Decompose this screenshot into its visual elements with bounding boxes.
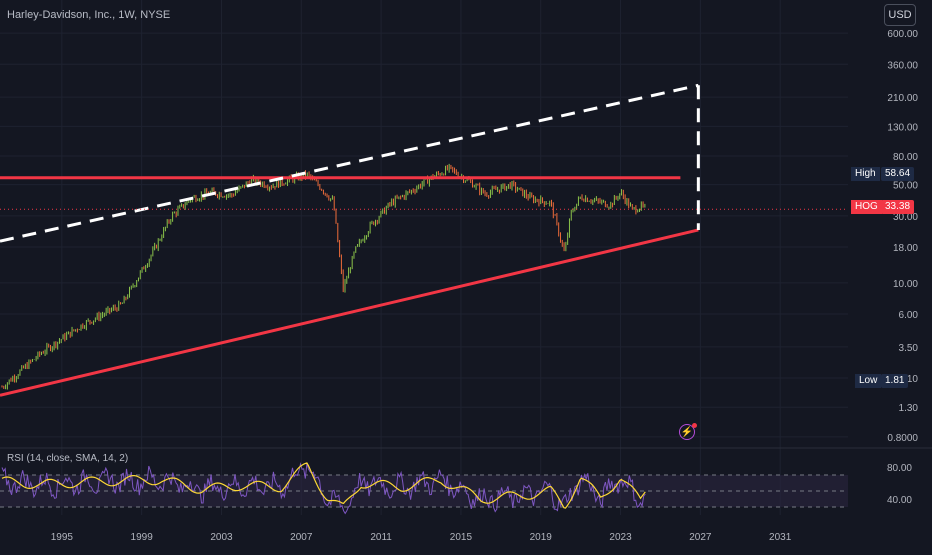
- last-label: HOG: [851, 200, 882, 214]
- x-tick-label: 2015: [450, 532, 473, 543]
- white-projection-line: [0, 83, 699, 243]
- y-tick-label: 30.00: [893, 212, 918, 223]
- high-value: 58.64: [881, 167, 915, 181]
- y-tick-label: 50.00: [893, 181, 918, 192]
- y-tick-label: 210.00: [887, 93, 918, 104]
- x-tick-label: 2019: [530, 532, 553, 543]
- x-tick-label: 1995: [51, 532, 74, 543]
- y-tick-label: 80.00: [893, 152, 918, 163]
- y-tick-label: 18.00: [893, 243, 918, 254]
- y-tick-label: 360.00: [887, 60, 918, 71]
- rsi-sma-line: [1, 462, 646, 509]
- rsi-tick-label: 80.00: [887, 463, 912, 474]
- x-tick-label: 2023: [609, 532, 632, 543]
- x-tick-label: 2011: [370, 532, 392, 543]
- low-value: 1.81: [881, 374, 909, 388]
- currency-button[interactable]: USD: [884, 4, 916, 26]
- alert-dot: [692, 423, 697, 428]
- x-tick-label: 2003: [210, 532, 233, 543]
- y-tick-label: 6.00: [899, 310, 919, 321]
- y-tick-label: 130.00: [887, 122, 918, 133]
- y-tick-label: 10.00: [893, 279, 918, 290]
- x-tick-label: 1999: [131, 532, 154, 543]
- red-trendline: [0, 228, 699, 397]
- y-tick-label: 600.00: [887, 29, 918, 40]
- x-tick-label: 2027: [689, 532, 712, 543]
- y-tick-label: 1.30: [899, 403, 919, 414]
- x-tick-label: 2031: [769, 532, 792, 543]
- rsi-tick-label: 40.00: [887, 495, 912, 506]
- rsi-title: RSI (14, close, SMA, 14, 2): [7, 453, 129, 464]
- y-tick-label: 2.10: [899, 374, 919, 385]
- lightning-bolt-icon[interactable]: ⚡: [679, 424, 695, 440]
- high-label: High: [851, 167, 880, 181]
- y-tick-label: 0.8000: [887, 433, 918, 444]
- x-tick-label: 2007: [290, 532, 313, 543]
- chart-title: Harley-Davidson, Inc., 1W, NYSE: [7, 9, 171, 21]
- last-value: 33.38: [881, 200, 915, 214]
- rsi-line: [1, 462, 646, 515]
- low-label: Low: [855, 374, 882, 388]
- y-tick-label: 3.50: [899, 343, 919, 354]
